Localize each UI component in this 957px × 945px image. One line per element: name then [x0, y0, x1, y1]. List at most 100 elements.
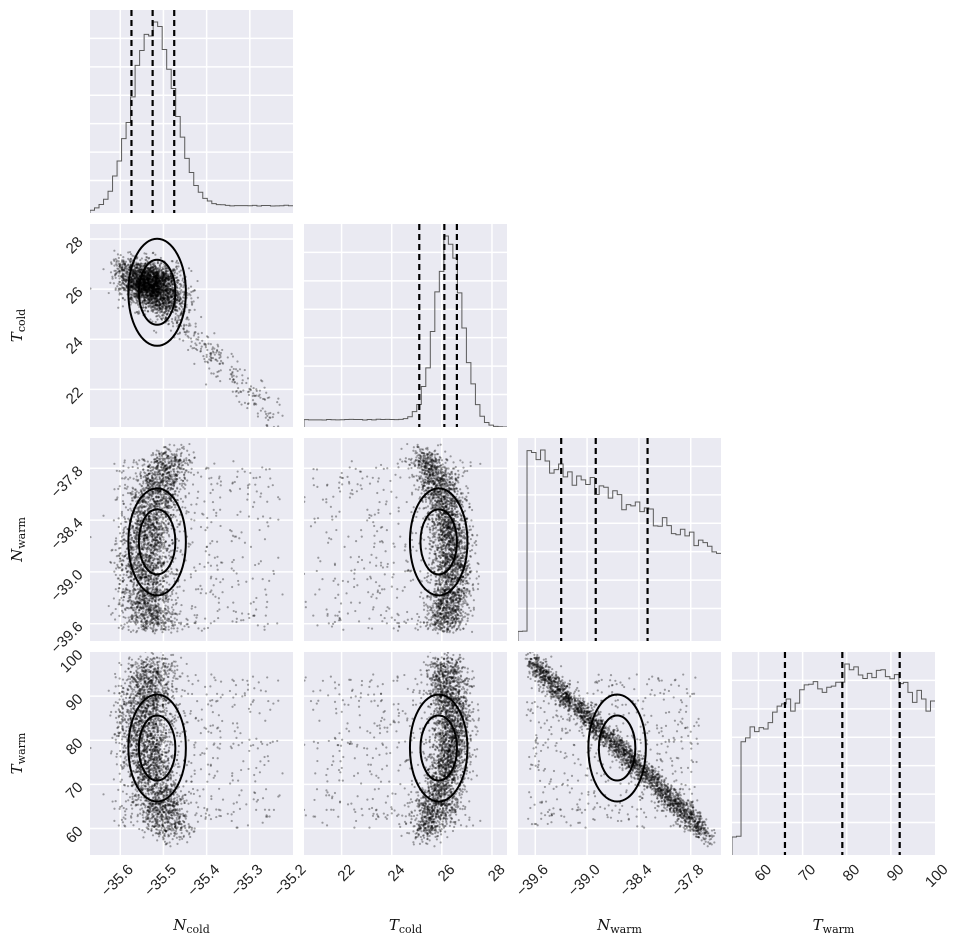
- sample-point: [142, 527, 146, 530]
- sample-point: [219, 359, 223, 363]
- sample-point: [151, 283, 154, 286]
- sample-point: [152, 628, 155, 631]
- sample-point: [237, 391, 240, 394]
- sample-point: [277, 397, 280, 400]
- sample-point: [210, 357, 213, 360]
- sample-point: [139, 287, 142, 290]
- sample-point: [142, 280, 145, 283]
- sample-point: [197, 336, 200, 339]
- sample-point: [154, 289, 158, 292]
- sample-point: [114, 273, 118, 276]
- sample-point: [121, 296, 124, 300]
- sample-point: [156, 280, 159, 283]
- sample-point: [147, 294, 150, 298]
- sample-point: [149, 267, 152, 270]
- sample-point: [199, 347, 203, 350]
- sample-point: [125, 272, 128, 275]
- sample-point: [107, 604, 110, 608]
- sample-point: [158, 301, 161, 304]
- sample-point: [152, 291, 156, 294]
- sample-point: [211, 346, 214, 349]
- sample-point: [154, 253, 157, 256]
- sample-point: [135, 284, 138, 288]
- sample-point: [154, 277, 157, 280]
- sample-point: [129, 253, 133, 256]
- sample-point: [164, 278, 167, 281]
- sample-point: [162, 296, 165, 299]
- sample-point: [131, 272, 134, 275]
- sample-point: [134, 488, 137, 491]
- sample-point: [161, 303, 165, 306]
- sample-point: [121, 279, 124, 282]
- sample-point: [170, 598, 173, 601]
- sample-point: [264, 416, 267, 419]
- sample-point: [156, 276, 159, 279]
- sample-point: [143, 285, 146, 288]
- sample-point: [184, 333, 187, 336]
- sample-point: [146, 625, 150, 628]
- sample-point: [161, 280, 164, 284]
- sample-point: [149, 269, 153, 272]
- sample-point: [190, 518, 193, 521]
- sample-point: [166, 292, 169, 295]
- sample-point: [191, 290, 195, 293]
- sample-point: [146, 299, 149, 302]
- sample-point: [154, 287, 158, 291]
- sample-point: [254, 402, 257, 405]
- sample-point: [264, 410, 267, 413]
- sample-point: [181, 463, 185, 467]
- sample-point: [167, 301, 171, 304]
- sample-point: [208, 367, 211, 370]
- sample-point: [163, 500, 166, 503]
- sample-point: [143, 284, 146, 288]
- sample-point: [160, 295, 163, 298]
- sample-point: [156, 276, 159, 279]
- sample-point: [135, 298, 138, 302]
- sample-point: [249, 385, 253, 388]
- sample-point: [171, 292, 174, 295]
- sample-point: [144, 303, 147, 306]
- sample-point: [170, 305, 173, 308]
- sample-point: [168, 282, 171, 285]
- sample-point: [134, 273, 137, 276]
- sample-point: [147, 469, 150, 472]
- sample-point: [151, 266, 154, 269]
- panel-background: [90, 10, 293, 213]
- sample-point: [148, 280, 152, 284]
- sample-point: [142, 284, 145, 287]
- sample-point: [176, 286, 179, 290]
- sample-point: [136, 574, 140, 578]
- sample-point: [147, 289, 150, 293]
- sample-point: [142, 294, 145, 298]
- sample-point: [180, 310, 184, 313]
- sample-point: [156, 291, 159, 294]
- sample-point: [156, 295, 159, 298]
- sample-point: [145, 291, 148, 294]
- sample-point: [156, 284, 159, 287]
- sample-point: [152, 287, 155, 290]
- sample-point: [149, 268, 152, 272]
- sample-point: [193, 456, 196, 460]
- sample-point: [215, 351, 218, 354]
- sample-point: [174, 305, 177, 308]
- sample-point: [158, 278, 161, 281]
- sample-point: [179, 285, 183, 288]
- sample-point: [176, 279, 179, 282]
- sample-point: [154, 552, 158, 555]
- sample-point: [161, 289, 164, 292]
- sample-point: [165, 619, 169, 622]
- sample-point: [112, 282, 115, 285]
- sample-point: [123, 266, 127, 269]
- sample-point: [135, 475, 138, 478]
- sample-point: [135, 283, 139, 287]
- sample-point: [171, 283, 174, 286]
- sample-point: [137, 271, 141, 274]
- sample-point: [143, 282, 147, 285]
- sample-point: [169, 483, 172, 486]
- sample-point: [231, 380, 234, 383]
- sample-point: [155, 315, 158, 318]
- sample-point: [160, 277, 164, 280]
- sample-point: [149, 271, 152, 274]
- sample-point: [133, 283, 136, 286]
- sample-point: [154, 278, 157, 282]
